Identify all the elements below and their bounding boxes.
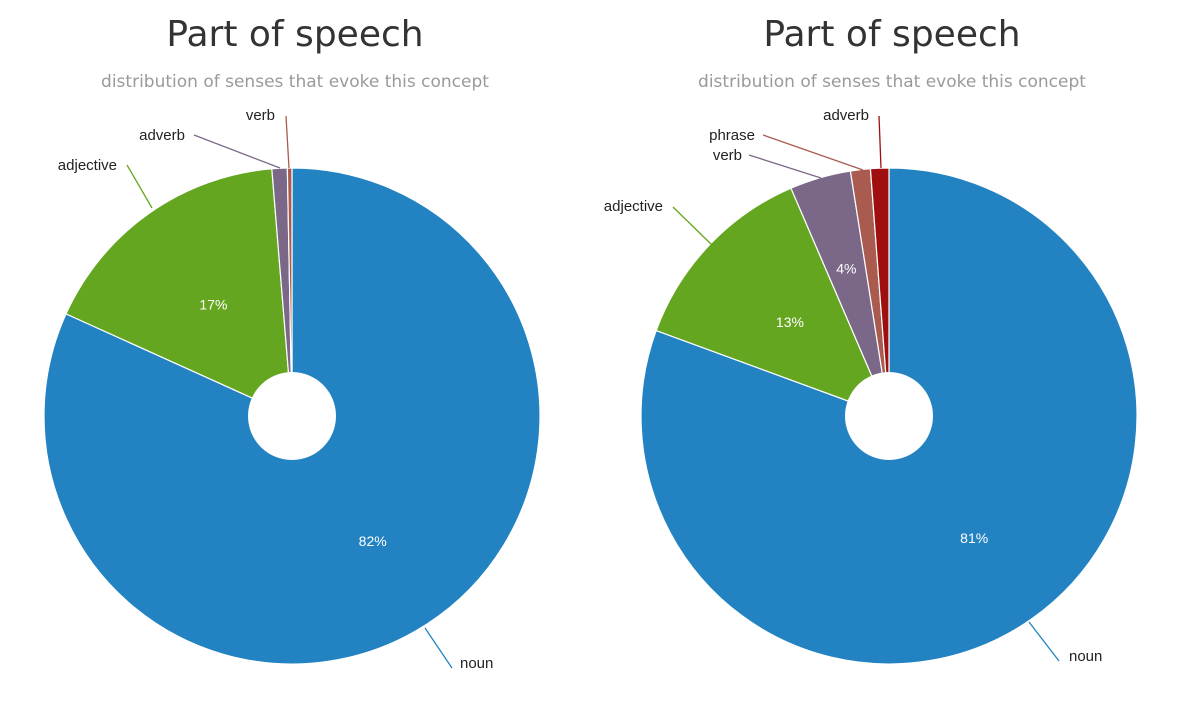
percent-label-adjective: 13% [776,314,804,330]
pie-center-hole [845,372,933,460]
chart-title: Part of speech [166,14,424,55]
percent-label-noun: 82% [359,533,387,549]
chart-subtitle: distribution of senses that evoke this c… [698,72,1086,92]
slice-label-noun: noun [460,655,493,672]
slice-label-adverb: adverb [139,127,185,144]
pie-panel-right: Part of speech distribution of senses th… [597,0,1181,705]
leader-line-noun [1028,621,1060,662]
leader-line-adjective [126,164,153,209]
leader-line-adverb [878,115,882,169]
slice-label-phrase: phrase [709,127,755,144]
pie-chart-right: 81% 13% 4% noun adjective verb phrase adverb [604,107,1138,665]
chart-subtitle: distribution of senses that evoke this c… [101,72,489,92]
pie-slice-verb[interactable] [286,167,293,417]
slice-label-noun: noun [1069,648,1102,665]
leader-line-phrase [762,134,864,171]
pie-center-hole [248,372,336,460]
pie-slice-adjective[interactable] [655,187,891,418]
pie-chart-left: 82% 17% noun adjective adverb verb [43,107,541,672]
percent-label-verb: 4% [836,260,856,276]
slice-label-adverb: adverb [823,107,869,124]
slice-label-adjective: adjective [58,157,117,174]
leader-line-verb [285,115,290,169]
slice-label-adjective: adjective [604,198,663,215]
chart-title: Part of speech [763,14,1021,55]
leader-line-adverb [193,134,281,169]
leader-line-verb [748,154,822,179]
percent-label-noun: 81% [960,530,988,546]
leader-line-adjective [672,206,713,246]
pie-panel-left: Part of speech distribution of senses th… [0,0,590,705]
leader-line-noun [424,627,453,669]
slice-label-verb: verb [246,107,275,124]
slice-label-verb: verb [713,147,742,164]
pie-slice-adverb[interactable] [869,167,890,417]
pie-slice-adjective[interactable] [65,168,293,417]
percent-label-adjective: 17% [199,297,227,313]
